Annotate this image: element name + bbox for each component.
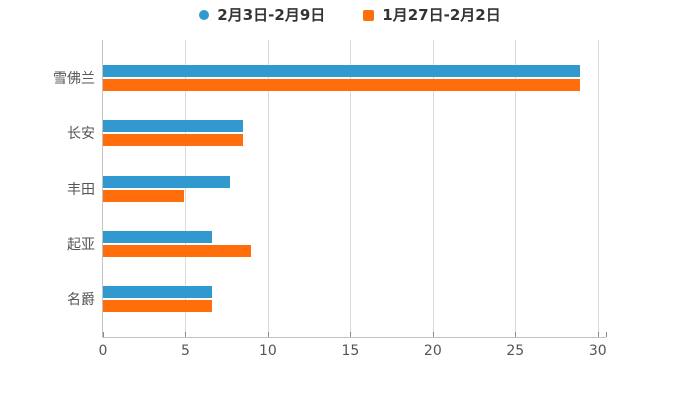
legend-item-jan27-feb2[interactable]: 1月27日-2月2日: [363, 6, 501, 24]
bar[interactable]: [103, 79, 580, 91]
legend-label: 2月3日-2月9日: [217, 6, 326, 24]
category-label: 起亚: [67, 236, 95, 253]
x-axis-tick-label: 10: [258, 343, 277, 359]
legend-label: 1月27日-2月2日: [382, 6, 501, 24]
bar[interactable]: [103, 134, 244, 147]
x-axis-tick: [185, 332, 187, 337]
x-axis-tick-label: 0: [98, 343, 108, 359]
x-axis-tick-label: 20: [423, 343, 442, 359]
bar[interactable]: [103, 286, 212, 298]
x-axis-tick: [267, 332, 269, 337]
plot-area: 0 5 10 15 20 25 30 雪佛兰长安丰田起亚名爵: [53, 40, 607, 359]
bar[interactable]: [103, 230, 212, 243]
gridline: [432, 40, 434, 337]
legend-circle-marker-icon: [199, 10, 210, 20]
category-label: 丰田: [67, 181, 95, 198]
x-axis-tick-label: 5: [180, 343, 190, 359]
x-axis-tick: [432, 332, 434, 337]
x-axis-tick-label: 30: [588, 343, 607, 359]
legend-item-feb3-feb9[interactable]: 2月3日-2月9日: [199, 6, 325, 24]
gridline: [267, 40, 269, 337]
chart-legend: 2月3日-2月9日 1月27日-2月2日: [0, 6, 700, 24]
bar[interactable]: [103, 175, 230, 188]
gridline: [185, 40, 187, 337]
x-axis-tick-label: 25: [506, 343, 525, 359]
category-label: 名爵: [67, 292, 95, 308]
gridline: [597, 40, 599, 337]
bar[interactable]: [103, 189, 184, 202]
gridline: [515, 40, 517, 337]
x-axis-tick: [597, 332, 599, 337]
x-axis-tick-label: 15: [341, 343, 360, 359]
category-label: 长安: [67, 126, 95, 143]
x-axis-tick: [515, 332, 517, 337]
gridline: [350, 40, 352, 337]
x-axis-end-tick: [606, 332, 607, 337]
x-axis-tick: [350, 332, 352, 337]
x-axis-tick: [103, 332, 104, 337]
bar[interactable]: [103, 300, 212, 312]
legend-square-marker-icon: [363, 9, 375, 21]
bar[interactable]: [103, 244, 252, 257]
bar[interactable]: [103, 120, 244, 133]
category-label: 雪佛兰: [53, 71, 95, 87]
bar[interactable]: [103, 65, 580, 77]
